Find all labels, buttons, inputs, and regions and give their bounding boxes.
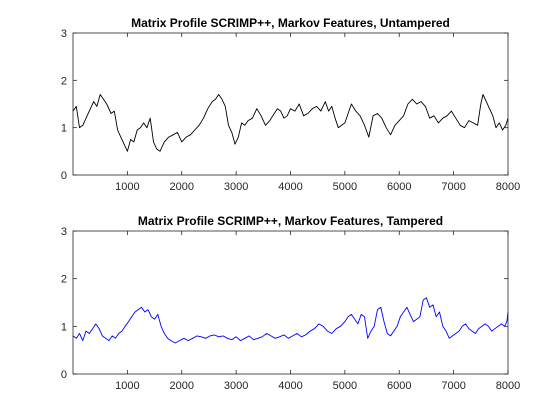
- y-tick-label: 0: [61, 170, 67, 182]
- x-tick-label: 6000: [387, 380, 411, 392]
- x-tick-label: 8000: [496, 380, 520, 392]
- series-line: [72, 297, 509, 344]
- x-tick-label: 7000: [441, 181, 465, 193]
- x-tick-label: 4000: [278, 181, 302, 193]
- x-tick-label: 7000: [441, 380, 465, 392]
- x-tick-label: 2000: [170, 380, 194, 392]
- chart-title: Matrix Profile SCRIMP++, Markov Features…: [131, 16, 450, 30]
- y-tick-label: 3: [61, 28, 67, 40]
- chart-panel-tampered: Matrix Profile SCRIMP++, Markov Features…: [61, 214, 520, 392]
- x-tick-label: 2000: [170, 181, 194, 193]
- y-tick-label: 1: [61, 123, 67, 135]
- x-tick-label: 3000: [224, 380, 248, 392]
- y-tick-label: 2: [61, 274, 67, 286]
- x-tick-label: 3000: [224, 181, 248, 193]
- x-tick-label: 8000: [496, 181, 520, 193]
- x-tick-label: 4000: [278, 380, 302, 392]
- y-tick-label: 2: [61, 75, 67, 87]
- x-tick-label: 1000: [115, 380, 139, 392]
- axes-box: [72, 32, 509, 176]
- series-line: [72, 94, 509, 152]
- y-tick-label: 0: [61, 369, 67, 381]
- x-tick-label: 1000: [115, 181, 139, 193]
- y-tick-label: 3: [61, 226, 67, 238]
- x-tick-label: 5000: [333, 380, 357, 392]
- x-tick-label: 6000: [387, 181, 411, 193]
- y-tick-label: 1: [61, 321, 67, 333]
- x-tick-label: 5000: [333, 181, 357, 193]
- chart-title: Matrix Profile SCRIMP++, Markov Features…: [138, 214, 443, 228]
- chart-panel-untampered: Matrix Profile SCRIMP++, Markov Features…: [61, 16, 520, 193]
- axes-box: [72, 230, 509, 375]
